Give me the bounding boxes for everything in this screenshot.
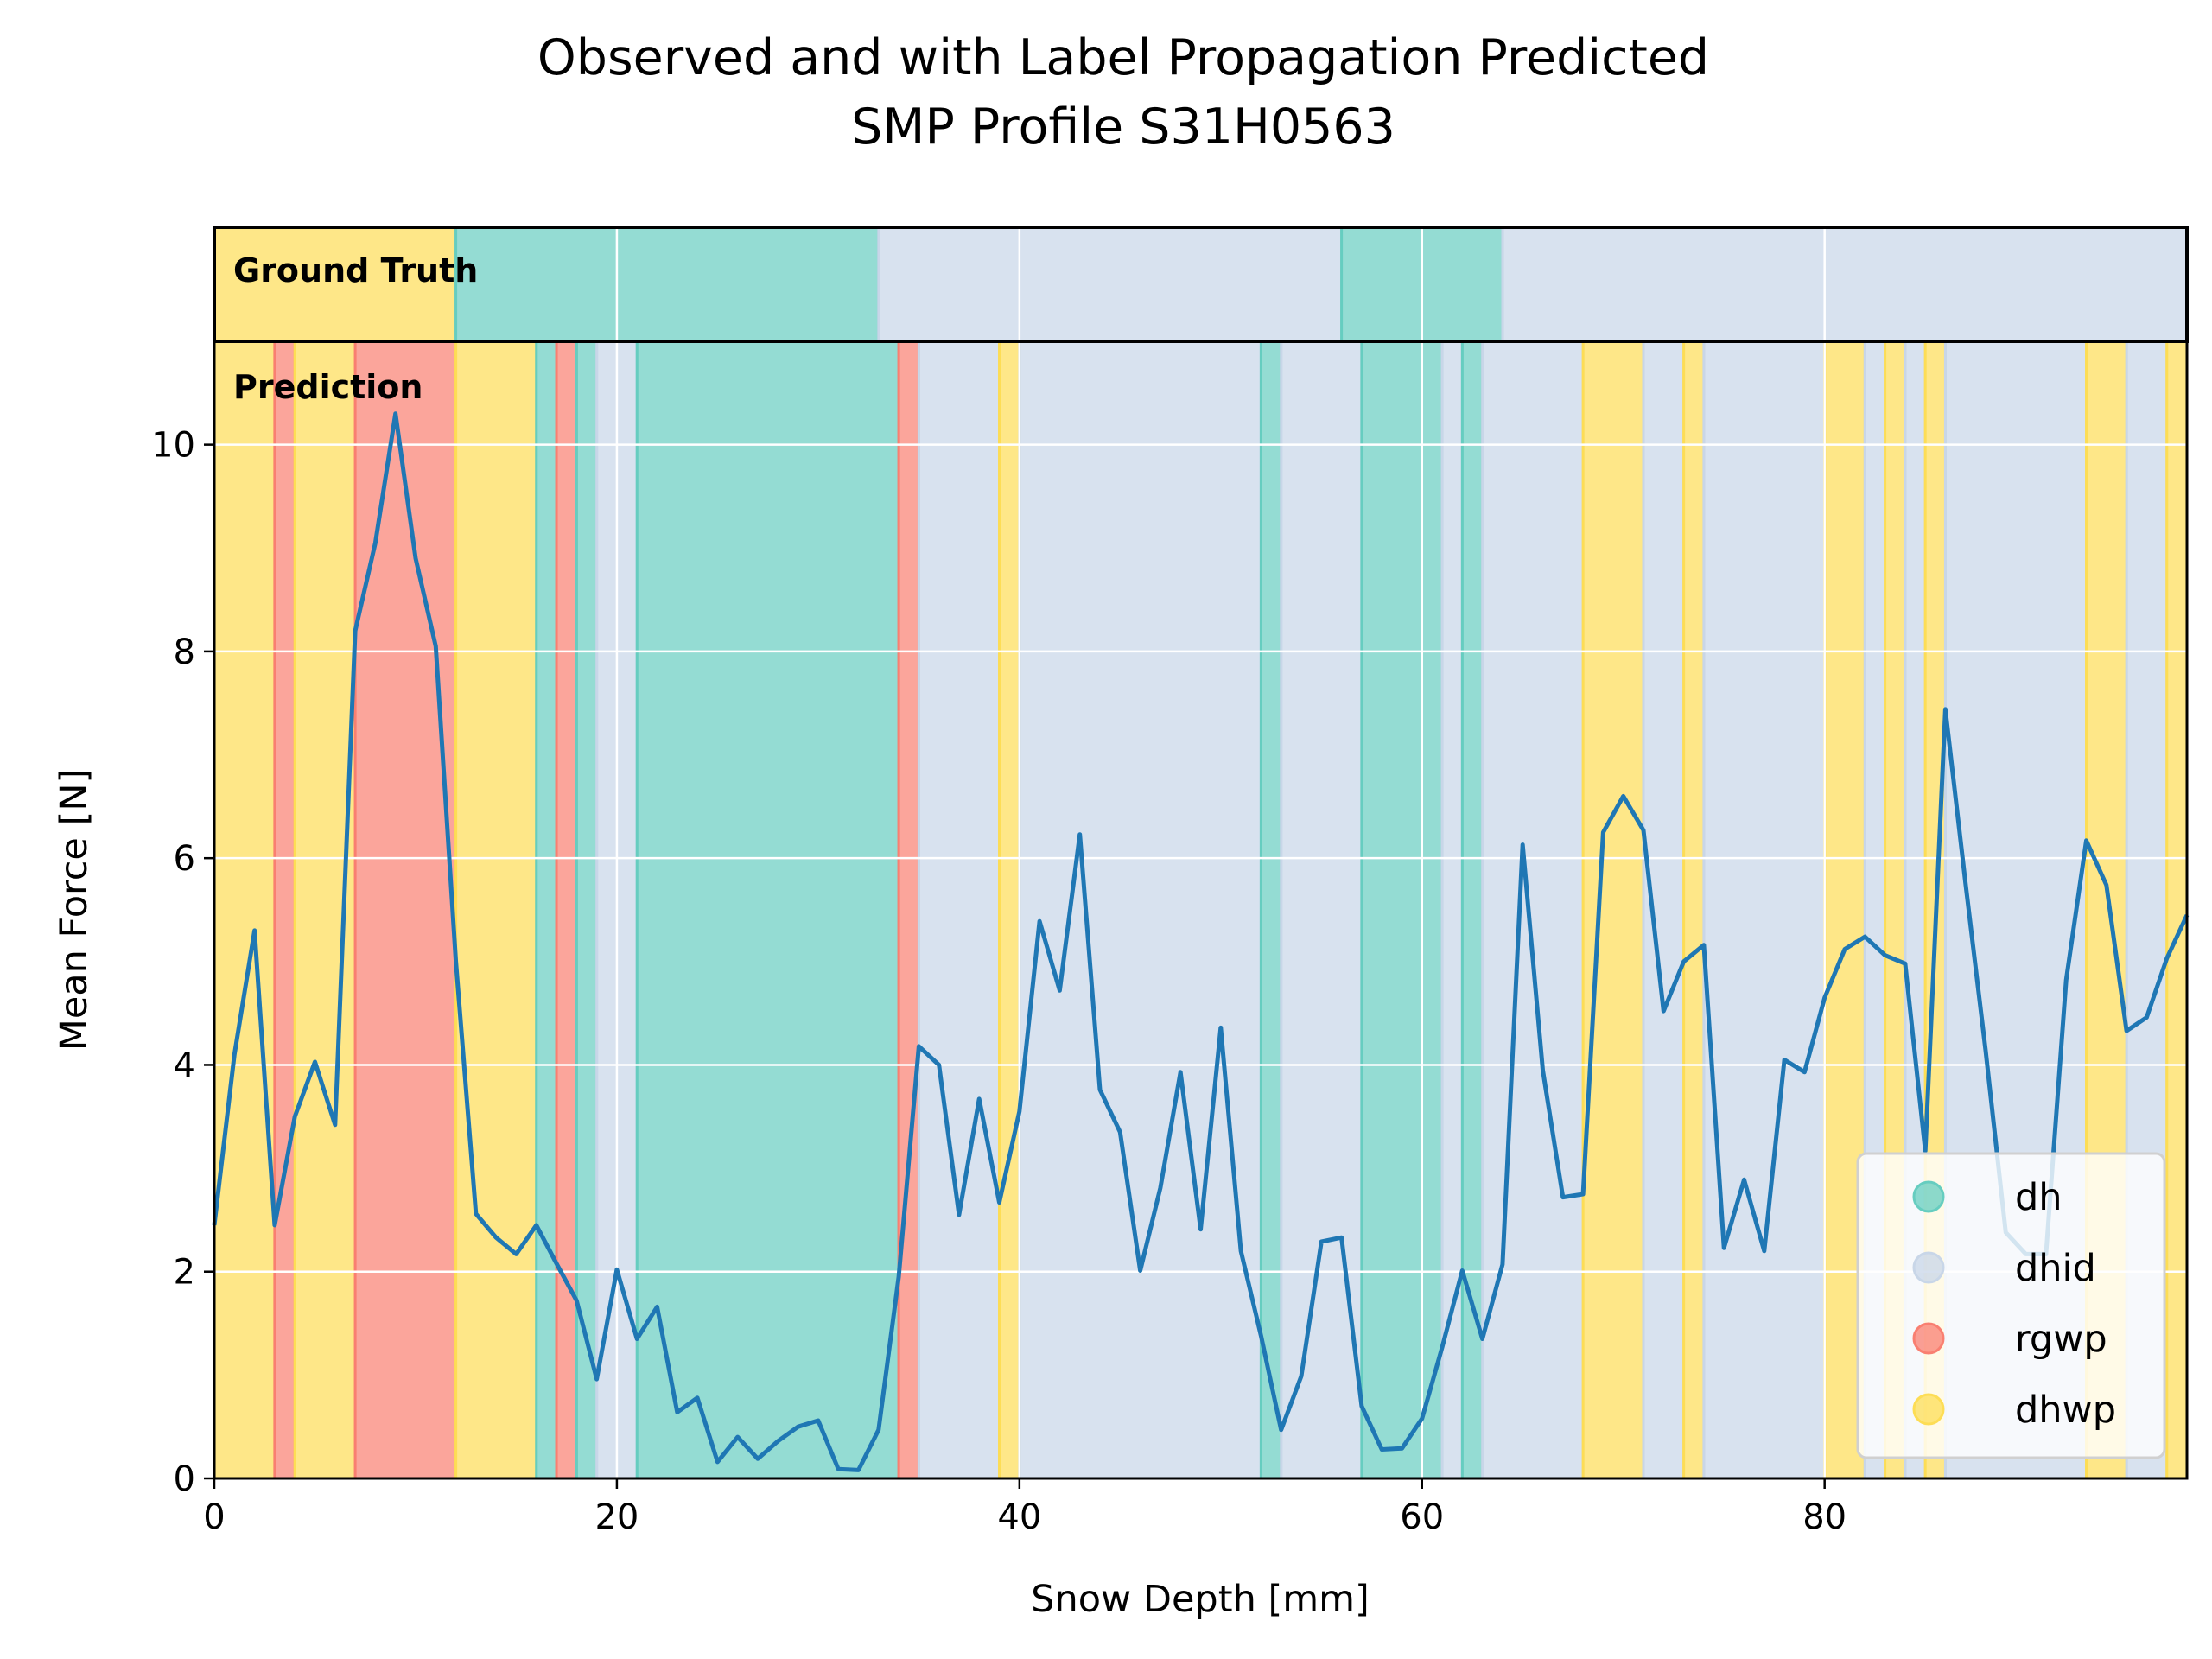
prediction-label: Prediction bbox=[233, 368, 423, 406]
prediction-segment-rgwp bbox=[555, 340, 578, 1480]
x-axis-label: Snow Depth [mm] bbox=[1031, 1578, 1370, 1621]
prediction-segment-dhwp bbox=[454, 340, 538, 1480]
prediction-segment-rgwp bbox=[897, 340, 920, 1480]
legend-marker-dh bbox=[1912, 1180, 1945, 1213]
y-tick-label: 0 bbox=[174, 1459, 195, 1499]
chart-subtitle: SMP Profile S31H0563 bbox=[851, 99, 1395, 156]
legend: dh dhid rgwp dhwp bbox=[1856, 1152, 2166, 1459]
ground-truth-label: Ground Truth bbox=[233, 251, 478, 289]
legend-items: dh dhid rgwp dhwp bbox=[1912, 1176, 2116, 1432]
x-tick-label: 60 bbox=[1400, 1497, 1444, 1537]
prediction-segment-dh bbox=[1259, 340, 1283, 1480]
ground-truth-bands bbox=[213, 226, 2189, 343]
y-tick-label: 6 bbox=[174, 839, 195, 879]
prediction-segment-dhwp bbox=[213, 340, 276, 1480]
x-tick-label: 20 bbox=[594, 1497, 639, 1537]
legend-marker-dhwp bbox=[1912, 1393, 1945, 1426]
prediction-segment-dhid bbox=[1642, 340, 1686, 1480]
legend-box bbox=[1856, 1152, 2166, 1459]
ground-truth-segment-dh bbox=[454, 226, 880, 343]
ground-truth-segment-dhid bbox=[877, 226, 1344, 343]
x-tick-label: 0 bbox=[203, 1497, 225, 1537]
plot-frame bbox=[213, 340, 2189, 1480]
prediction-segment-dh bbox=[1360, 340, 1444, 1480]
prediction-segment-dhid bbox=[1018, 340, 1262, 1480]
prediction-segment-dhwp bbox=[1581, 340, 1645, 1480]
prediction-segment-dhwp bbox=[2165, 340, 2189, 1480]
x-tick-label: 40 bbox=[997, 1497, 1041, 1537]
prediction-segment-rgwp bbox=[353, 340, 458, 1480]
x-axis-ticks: 0 20 40 60 80 bbox=[203, 1478, 1847, 1537]
prediction-segment-dhid bbox=[917, 340, 1001, 1480]
y-tick-label: 10 bbox=[151, 426, 195, 466]
legend-label-rgwp: rgwp bbox=[2015, 1318, 2107, 1361]
y-tick-label: 2 bbox=[174, 1253, 195, 1293]
prediction-segment-dh bbox=[535, 340, 558, 1480]
legend-label-dhid: dhid bbox=[2015, 1247, 2096, 1290]
legend-marker-dhid bbox=[1912, 1251, 1945, 1284]
legend-label-dh: dh bbox=[2015, 1176, 2063, 1219]
prediction-bands bbox=[213, 340, 2189, 1480]
prediction-segment-dhwp bbox=[998, 340, 1021, 1480]
prediction-segment-dhid bbox=[1702, 340, 1827, 1480]
x-tick-label: 80 bbox=[1802, 1497, 1847, 1537]
legend-marker-rgwp bbox=[1912, 1322, 1945, 1355]
ground-truth-segment-dhwp bbox=[213, 226, 458, 343]
prediction-segment-dh bbox=[635, 340, 900, 1480]
y-tick-label: 8 bbox=[174, 632, 195, 672]
prediction-segment-dhwp bbox=[293, 340, 357, 1480]
prediction-segment-rgwp bbox=[273, 340, 296, 1480]
y-tick-label: 4 bbox=[174, 1046, 195, 1085]
chart-title: Observed and with Label Propagation Pred… bbox=[537, 29, 1709, 86]
y-axis-label: Mean Force [N] bbox=[53, 769, 96, 1052]
ground-truth-segment-dhid bbox=[1501, 226, 2189, 343]
y-axis-ticks: 0 2 4 6 8 10 bbox=[151, 426, 214, 1499]
legend-label-dhwp: dhwp bbox=[2015, 1389, 2116, 1432]
prediction-segment-dhwp bbox=[1682, 340, 1706, 1480]
prediction-segment-dhid bbox=[1481, 340, 1585, 1480]
series-line-mean-force bbox=[212, 411, 2190, 1472]
